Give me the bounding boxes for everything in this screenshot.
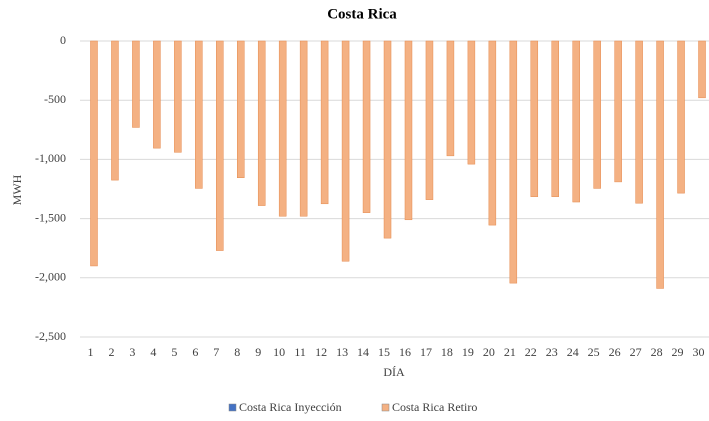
bar [278, 40, 287, 217]
bar [656, 40, 664, 289]
bar [132, 40, 140, 128]
bar [677, 40, 685, 194]
bar [90, 40, 98, 267]
x-tick-label: 18 [441, 345, 453, 359]
legend-swatch [381, 403, 390, 412]
bar [383, 40, 392, 239]
legend-swatch [228, 403, 237, 412]
bar [174, 40, 182, 153]
bar [111, 40, 119, 181]
x-tick-label: 6 [192, 345, 198, 359]
bar [551, 40, 559, 197]
x-tick-label: 9 [255, 345, 261, 359]
bar [320, 40, 329, 205]
bar [572, 40, 580, 203]
legend-label: Costa Rica Inyección [239, 400, 342, 414]
bar [425, 40, 434, 200]
bar [216, 40, 224, 251]
x-tick-label: 29 [672, 345, 684, 359]
x-tick-label: 27 [630, 345, 642, 359]
x-tick-label: 3 [129, 345, 135, 359]
bar [698, 40, 706, 99]
x-tick-label: 12 [315, 345, 327, 359]
legend-label: Costa Rica Retiro [392, 400, 477, 414]
x-tick-label: 10 [273, 345, 285, 359]
bar [446, 40, 455, 157]
y-axis-label: MWH [10, 174, 24, 205]
bar [299, 40, 308, 217]
x-tick-label: 24 [567, 345, 579, 359]
bar [362, 40, 371, 213]
x-axis-label: DÍA [383, 365, 405, 379]
x-tick-label: 19 [462, 345, 474, 359]
y-tick-label: -1,000 [35, 151, 66, 165]
x-tick-label: 30 [693, 345, 705, 359]
bar [614, 40, 622, 183]
bar [195, 40, 203, 189]
x-tick-label: 8 [234, 345, 240, 359]
x-tick-label: 16 [399, 345, 411, 359]
bar [237, 40, 245, 179]
bar [509, 40, 518, 284]
bar [153, 40, 161, 149]
x-tick-label: 14 [357, 345, 369, 359]
bar [593, 40, 601, 189]
bar [404, 40, 413, 221]
x-tick-label: 25 [588, 345, 600, 359]
y-tick-label: -1,500 [35, 210, 66, 224]
x-tick-label: 26 [609, 345, 621, 359]
x-tick-label: 2 [108, 345, 114, 359]
x-tick-label: 1 [87, 345, 93, 359]
chart-title: Costa Rica [327, 6, 397, 22]
x-tick-label: 5 [171, 345, 177, 359]
bar [635, 40, 643, 204]
y-tick-label: 0 [60, 33, 66, 47]
bar [488, 40, 497, 226]
x-tick-label: 23 [546, 345, 558, 359]
y-tick-label: -2,500 [35, 329, 66, 343]
x-tick-label: 13 [336, 345, 348, 359]
x-tick-label: 17 [420, 345, 432, 359]
x-tick-label: 4 [150, 345, 156, 359]
y-tick-label: -500 [44, 92, 66, 106]
x-tick-label: 22 [525, 345, 537, 359]
bar [530, 40, 539, 197]
x-tick-label: 28 [651, 345, 663, 359]
x-tick-label: 20 [483, 345, 495, 359]
x-tick-label: 11 [294, 345, 306, 359]
bar [467, 40, 476, 165]
y-tick-label: -2,000 [35, 270, 66, 284]
x-tick-label: 15 [378, 345, 390, 359]
bar [257, 40, 266, 206]
x-tick-label: 21 [504, 345, 516, 359]
x-tick-label: 7 [213, 345, 219, 359]
bar [341, 40, 350, 262]
